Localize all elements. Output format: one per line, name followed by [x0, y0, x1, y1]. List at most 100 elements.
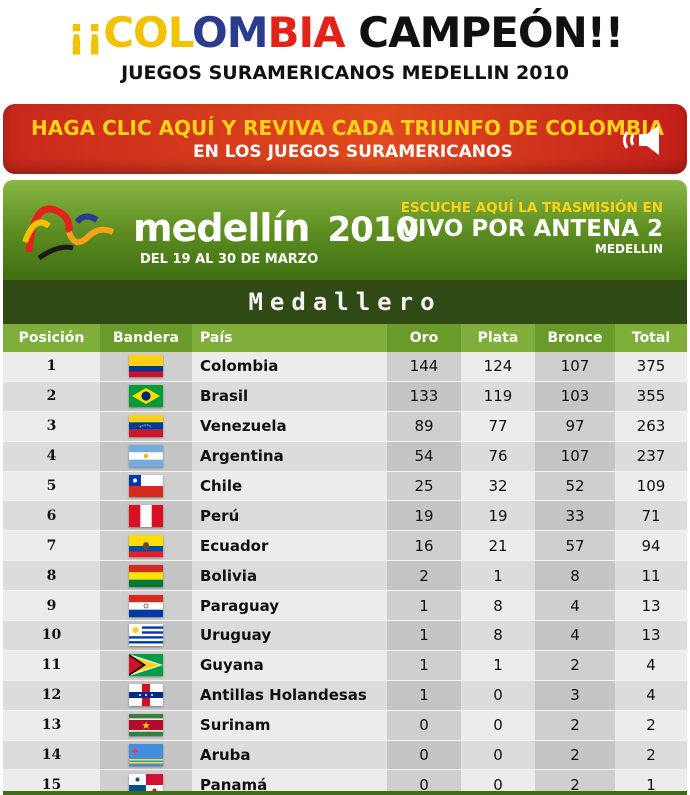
bronze-cell: 2	[535, 710, 615, 741]
total-cell: 4	[615, 680, 687, 711]
table-row: 3 Venezuela 89 77 97 263	[3, 411, 687, 442]
country-cell: Brasil	[192, 381, 387, 412]
bronze-cell: 107	[535, 352, 615, 382]
bronze-cell: 52	[535, 471, 615, 502]
position-cell: 7	[3, 530, 100, 562]
total-cell: 2	[615, 710, 687, 741]
gold-cell: 2	[387, 560, 461, 592]
gold-cell: 0	[387, 710, 461, 741]
bronze-cell: 107	[535, 441, 615, 472]
table-row: 5 Chile 25 32 52 109	[3, 471, 687, 502]
bronze-cell: 8	[535, 560, 615, 592]
flag-cell	[100, 471, 192, 502]
bolivia-flag	[129, 564, 163, 587]
page-subtitle: JUEGOS SURAMERICANOS MEDELLIN 2010	[121, 62, 569, 84]
gold-cell: 0	[387, 769, 461, 795]
logo-year: 2010	[327, 210, 419, 250]
gold-cell: 89	[387, 411, 461, 442]
gold-cell: 25	[387, 471, 461, 502]
netherlands-antilles-flag	[129, 684, 163, 707]
col-header-silver: Plata	[461, 324, 535, 352]
col-header-bronze: Bronce	[535, 324, 615, 352]
table-row: 10 Uruguay 1 8 4 13	[3, 620, 687, 651]
chile-flag	[129, 475, 163, 497]
country-cell: Chile	[192, 471, 387, 502]
total-cell: 237	[615, 441, 687, 472]
bronze-cell: 2	[535, 769, 615, 795]
total-cell: 71	[615, 500, 687, 532]
flag-cell	[100, 680, 192, 711]
gold-cell: 144	[387, 352, 461, 382]
medellin-logo-icon	[22, 205, 115, 261]
title-part-5: CAMPEÓN!!	[344, 8, 624, 57]
radio-line-1: ESCUCHE AQUÍ LA TRASMISIÓN EN	[400, 200, 663, 216]
event-logo-text: medellín 2010	[133, 206, 419, 250]
replay-banner-link[interactable]: HAGA CLIC AQUÍ Y REVIVA CADA TRIUNFO DE …	[3, 104, 687, 174]
col-header-gold: Oro	[387, 324, 461, 352]
silver-cell: 76	[461, 441, 535, 472]
flag-cell	[100, 620, 192, 651]
flag-cell	[100, 530, 192, 562]
silver-cell: 1	[461, 650, 535, 681]
table-row: 4 Argentina 54 76 107 237	[3, 441, 687, 472]
table-row: 11 Guyana 1 1 2 4	[3, 650, 687, 681]
gold-cell: 16	[387, 530, 461, 562]
flag-cell	[100, 411, 192, 442]
position-cell: 1	[3, 352, 100, 382]
table-row: 15 Panamá 0 0 2 1	[3, 769, 687, 795]
peru-flag	[129, 504, 163, 527]
country-cell: Surinam	[192, 710, 387, 741]
flag-cell	[100, 650, 192, 681]
total-cell: 355	[615, 381, 687, 412]
panama-flag	[129, 773, 163, 795]
silver-cell: 0	[461, 769, 535, 795]
flag-cell	[100, 381, 192, 412]
country-cell: Guyana	[192, 650, 387, 681]
venezuela-flag	[129, 415, 163, 438]
panel-footer	[3, 791, 687, 795]
total-cell: 11	[615, 560, 687, 592]
table-row: 7 Ecuador 16 21 57 94	[3, 530, 687, 562]
silver-cell: 0	[461, 740, 535, 771]
position-cell: 6	[3, 500, 100, 532]
flag-cell	[100, 590, 192, 622]
medallero-title: Medallero	[248, 288, 442, 316]
position-cell: 10	[3, 620, 100, 651]
flag-cell	[100, 352, 192, 382]
table-row: 12 Antillas Holandesas 1 0 3 4	[3, 680, 687, 711]
medallero-title-bar: Medallero	[3, 280, 687, 324]
flag-cell	[100, 500, 192, 532]
table-row: 13 Surinam 0 0 2 2	[3, 710, 687, 741]
bronze-cell: 4	[535, 590, 615, 622]
col-header-flag: Bandera	[100, 324, 192, 352]
total-cell: 4	[615, 650, 687, 681]
silver-cell: 0	[461, 710, 535, 741]
event-header: medellín 2010 DEL 19 AL 30 DE MARZO ESCUC…	[3, 180, 687, 280]
radio-broadcast-link[interactable]: ESCUCHE AQUÍ LA TRASMISIÓN EN VIVO POR A…	[400, 200, 663, 256]
bronze-cell: 103	[535, 381, 615, 412]
title-part-4: BIA	[267, 8, 346, 57]
total-cell: 263	[615, 411, 687, 442]
position-cell: 2	[3, 381, 100, 412]
gold-cell: 54	[387, 441, 461, 472]
bronze-cell: 2	[535, 650, 615, 681]
total-cell: 94	[615, 530, 687, 562]
flag-cell	[100, 740, 192, 771]
country-cell: Uruguay	[192, 620, 387, 651]
silver-cell: 0	[461, 680, 535, 711]
gold-cell: 1	[387, 650, 461, 681]
position-cell: 11	[3, 650, 100, 681]
country-cell: Bolivia	[192, 560, 387, 592]
col-header-position: Posición	[3, 324, 100, 352]
country-cell: Antillas Holandesas	[192, 680, 387, 711]
table-row: 1 Colombia 144 124 107 375	[3, 352, 687, 382]
col-header-country: País	[192, 324, 387, 352]
logo-word: medellín	[133, 206, 310, 250]
radio-line-2: VIVO POR ANTENA 2	[400, 216, 663, 242]
table-row: 2 Brasil 133 119 103 355	[3, 381, 687, 412]
gold-cell: 133	[387, 381, 461, 412]
total-cell: 375	[615, 352, 687, 382]
position-cell: 3	[3, 411, 100, 442]
gold-cell: 19	[387, 500, 461, 532]
speaker-icon	[623, 125, 659, 155]
